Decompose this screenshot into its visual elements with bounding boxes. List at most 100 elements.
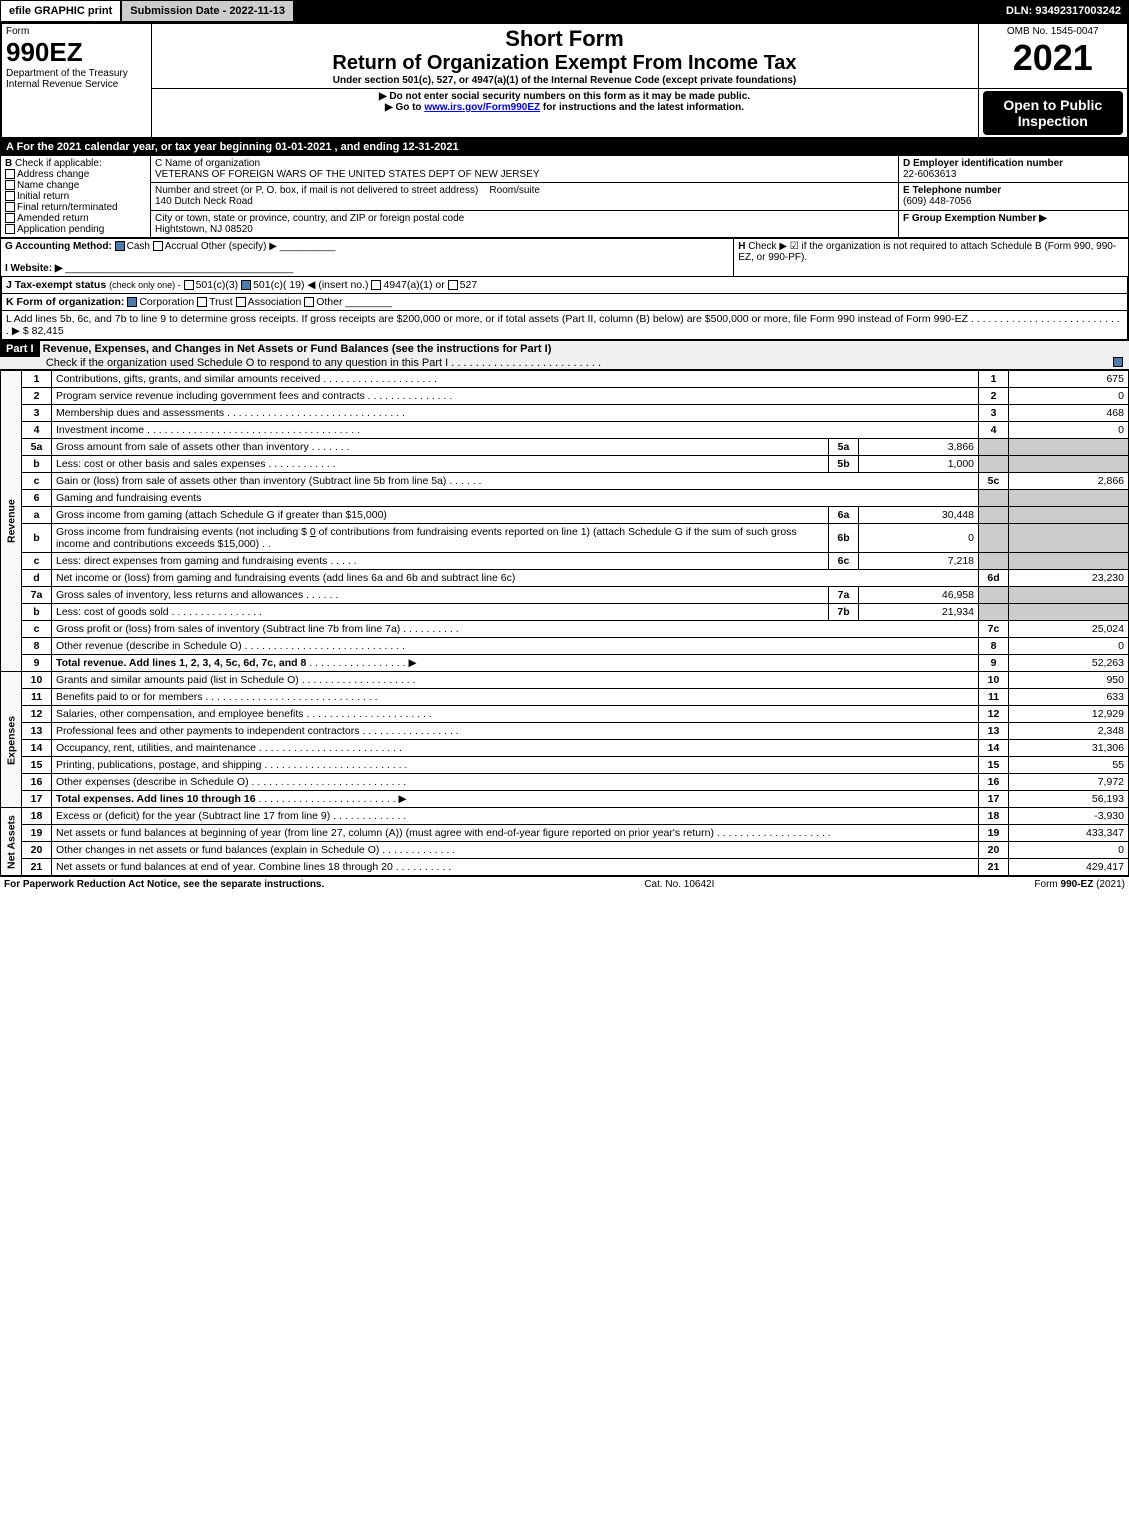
section-k-label: K Form of organization: <box>6 296 124 308</box>
opt-trust: Trust <box>209 296 233 308</box>
line-7b-grayval <box>1009 604 1129 621</box>
line-5c-desc: Gain or (loss) from sale of assets other… <box>56 475 446 487</box>
section-b-label: B <box>5 158 12 169</box>
irs-link[interactable]: www.irs.gov/Form990EZ <box>424 102 540 113</box>
line-3-desc: Membership dues and assessments <box>56 407 224 419</box>
line-9-val: 52,263 <box>1009 655 1129 672</box>
omb-number: OMB No. 1545-0047 <box>983 26 1124 37</box>
checkbox-527[interactable] <box>448 280 458 290</box>
line-18-ln: 18 <box>979 808 1009 825</box>
line-7c-val: 25,024 <box>1009 621 1129 638</box>
efile-print-label[interactable]: efile GRAPHIC print <box>0 0 121 22</box>
arrow-icon: ▶ <box>12 325 20 337</box>
room-suite-label: Room/suite <box>489 185 540 196</box>
line-14-num: 14 <box>22 740 52 757</box>
return-title: Return of Organization Exempt From Incom… <box>156 52 974 75</box>
line-3-ln: 3 <box>979 405 1009 422</box>
line-5b-desc: Less: cost or other basis and sales expe… <box>56 458 266 470</box>
name-change-label: Name change <box>17 180 79 191</box>
part1-header-row: Part I Revenue, Expenses, and Changes in… <box>0 339 1129 370</box>
line-5a-sub: 5a <box>829 439 859 456</box>
initial-return-label: Initial return <box>17 191 69 202</box>
line-13-ln: 13 <box>979 723 1009 740</box>
line-6b-desc1: Gross income from fundraising events (no… <box>56 526 307 538</box>
line-15-desc: Printing, publications, postage, and shi… <box>56 759 261 771</box>
short-form-title: Short Form <box>156 26 974 52</box>
line-1-val: 675 <box>1009 371 1129 388</box>
phone: (609) 448-7056 <box>903 196 971 207</box>
line-7c-ln: 7c <box>979 621 1009 638</box>
line-5c-ln: 5c <box>979 473 1009 490</box>
line-10-desc: Grants and similar amounts paid (list in… <box>56 674 299 686</box>
line-2-ln: 2 <box>979 388 1009 405</box>
line-8-num: 8 <box>22 638 52 655</box>
checkbox-501c3[interactable] <box>184 280 194 290</box>
footer-right-post: (2021) <box>1093 879 1125 890</box>
checkbox-4947[interactable] <box>371 280 381 290</box>
line-6d-ln: 6d <box>979 570 1009 587</box>
line-16-num: 16 <box>22 774 52 791</box>
line-8-ln: 8 <box>979 638 1009 655</box>
checkbox-501c[interactable] <box>241 280 251 290</box>
line-18-val: -3,930 <box>1009 808 1129 825</box>
checkbox-assoc[interactable] <box>236 297 246 307</box>
section-d-label: D Employer identification number <box>903 158 1063 169</box>
line-6a-num: a <box>22 507 52 524</box>
section-g-label: G Accounting Method: <box>5 241 112 252</box>
section-a-calendar-year: A For the 2021 calendar year, or tax yea… <box>0 139 1129 155</box>
sections-g-h: G Accounting Method: Cash Accrual Other … <box>0 238 1129 277</box>
line-6c-num: c <box>22 553 52 570</box>
final-return-label: Final return/terminated <box>17 202 118 213</box>
checkbox-cash[interactable] <box>115 241 125 251</box>
checkbox-corp[interactable] <box>127 297 137 307</box>
line-4-desc: Investment income <box>56 424 144 436</box>
line-14-desc: Occupancy, rent, utilities, and maintena… <box>56 742 256 754</box>
line-7a-desc: Gross sales of inventory, less returns a… <box>56 589 303 601</box>
line-7a-subval: 46,958 <box>859 587 979 604</box>
section-h-text: Check ▶ ☑ if the organization is not req… <box>738 241 1116 263</box>
line-17-ln: 17 <box>979 791 1009 808</box>
line-5b-sub: 5b <box>829 456 859 473</box>
line-11-num: 11 <box>22 689 52 706</box>
line-6c-sub: 6c <box>829 553 859 570</box>
line-14-ln: 14 <box>979 740 1009 757</box>
section-l: L Add lines 5b, 6c, and 7b to line 9 to … <box>0 310 1129 339</box>
line-3-num: 3 <box>22 405 52 422</box>
amended-label: Amended return <box>17 213 89 224</box>
line-12-num: 12 <box>22 706 52 723</box>
line-5a-grayln <box>979 439 1009 456</box>
line-6c-desc: Less: direct expenses from gaming and fu… <box>56 555 327 567</box>
line-21-val: 429,417 <box>1009 859 1129 876</box>
checkbox-final-return[interactable] <box>5 202 15 212</box>
line-7a-num: 7a <box>22 587 52 604</box>
line-5a-desc: Gross amount from sale of assets other t… <box>56 441 309 453</box>
checkbox-name-change[interactable] <box>5 180 15 190</box>
line-21-desc: Net assets or fund balances at end of ye… <box>56 861 393 873</box>
checkbox-app-pending[interactable] <box>5 224 15 234</box>
line-9-ln: 9 <box>979 655 1009 672</box>
line-20-val: 0 <box>1009 842 1129 859</box>
ein: 22-6063613 <box>903 169 956 180</box>
checkbox-other-org[interactable] <box>304 297 314 307</box>
line-7b-num: b <box>22 604 52 621</box>
line-14-val: 31,306 <box>1009 740 1129 757</box>
line-19-desc: Net assets or fund balances at beginning… <box>56 827 714 839</box>
footer-mid: Cat. No. 10642I <box>644 879 714 890</box>
checkbox-address-change[interactable] <box>5 169 15 179</box>
app-pending-label: Application pending <box>17 224 104 235</box>
expenses-side-label: Expenses <box>1 672 22 808</box>
line-6a-sub: 6a <box>829 507 859 524</box>
checkbox-accrual[interactable] <box>153 241 163 251</box>
checkbox-initial-return[interactable] <box>5 191 15 201</box>
part1-title: Revenue, Expenses, and Changes in Net As… <box>43 343 552 355</box>
opt-assoc: Association <box>248 296 302 308</box>
checkbox-trust[interactable] <box>197 297 207 307</box>
section-i-label: I Website: ▶ <box>5 263 63 274</box>
checkbox-amended[interactable] <box>5 213 15 223</box>
checkbox-schedule-o[interactable] <box>1113 357 1123 367</box>
top-bar: efile GRAPHIC print Submission Date - 20… <box>0 0 1129 22</box>
page-footer: For Paperwork Reduction Act Notice, see … <box>0 876 1129 892</box>
line-7c-num: c <box>22 621 52 638</box>
section-l-text: L Add lines 5b, 6c, and 7b to line 9 to … <box>6 313 968 325</box>
form-number: 990EZ <box>6 37 147 68</box>
